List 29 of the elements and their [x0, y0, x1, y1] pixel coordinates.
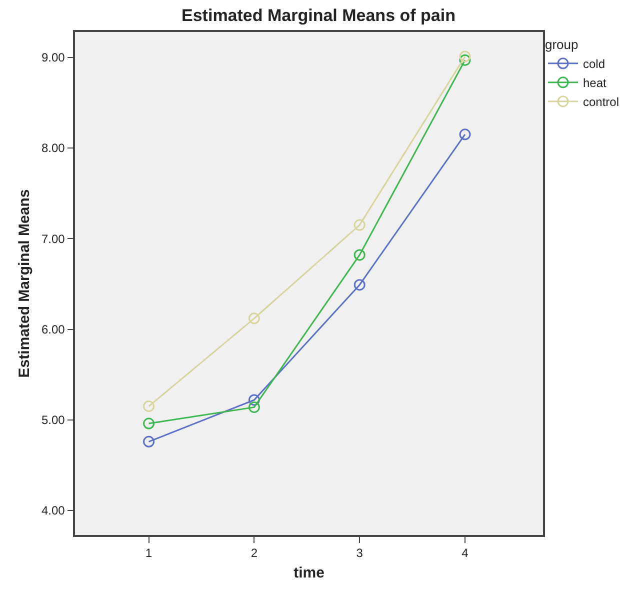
x-axis-title: time: [294, 564, 324, 582]
y-tick-label: 7.00: [41, 232, 66, 246]
y-tick-label: 6.00: [41, 322, 66, 336]
point: [248, 401, 260, 413]
legend-label: heat: [583, 76, 608, 90]
x-tick-label: 2: [250, 546, 258, 560]
point: [248, 312, 260, 324]
y-tick-label: 8.00: [41, 141, 66, 156]
point: [143, 400, 155, 412]
y-tick-label: 9.00: [41, 50, 66, 65]
point: [459, 54, 471, 66]
chart-title: Estimated Marginal Means of pain: [182, 6, 456, 25]
point: [143, 418, 155, 430]
point: [459, 128, 471, 140]
point: [354, 219, 366, 231]
point: [143, 436, 155, 448]
legend-title: group: [545, 36, 578, 52]
point: [459, 50, 471, 62]
point: [354, 279, 366, 291]
x-tick-label: 4: [462, 546, 469, 560]
x-tick-label: 3: [356, 546, 364, 560]
point: [354, 249, 366, 261]
legend-label: cold: [583, 57, 606, 72]
y-tick-label: 4.00: [41, 504, 66, 518]
y-axis-title: Estimated Marginal Means: [16, 189, 34, 378]
point: [248, 394, 260, 406]
x-tick-label: 1: [145, 546, 152, 560]
y-tick-label: 5.00: [41, 413, 66, 428]
legend-label: control: [583, 95, 620, 110]
